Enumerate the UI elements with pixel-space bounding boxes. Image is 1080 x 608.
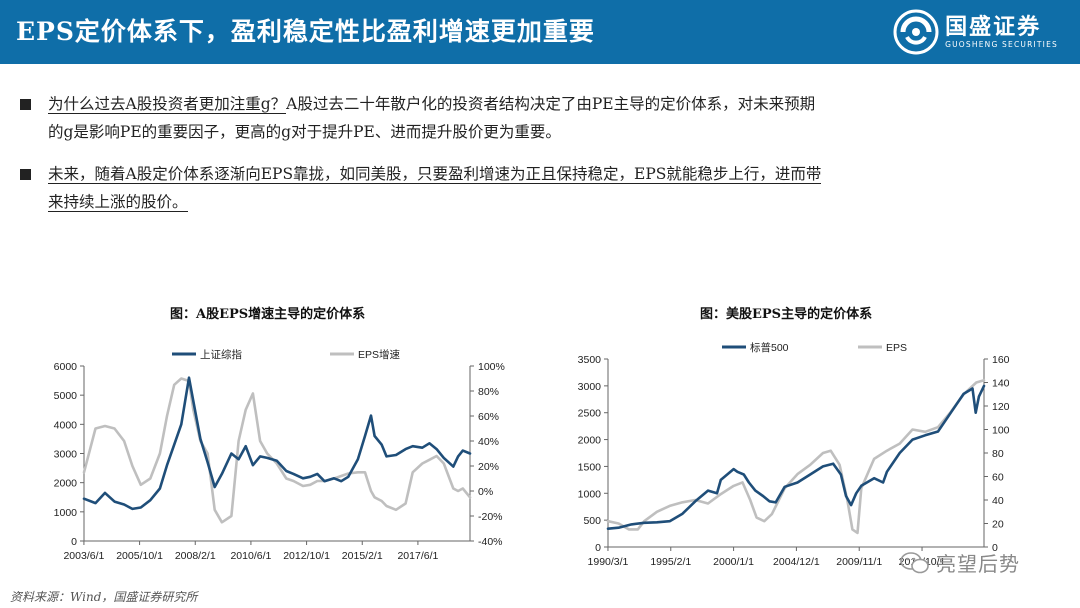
chart2-x-tick-label: 2009/11/1 bbox=[836, 556, 882, 568]
bullet-1-question: 为什么过去A股投资者更加注重g？ bbox=[48, 95, 287, 114]
logo-name: 国盛证券 bbox=[945, 14, 1042, 40]
chart-us-stock: 0 500 1000 1500 2000 2500 3000 3500 0 20 40 60 80 100… bbox=[578, 341, 1010, 568]
page-title: EPS定价体系下，盈利稳定性比盈利增速更加重要 bbox=[16, 17, 595, 46]
chart1-right-tick-label: -20% bbox=[478, 511, 503, 523]
chart1-left-tick-label: 2000 bbox=[54, 478, 78, 490]
chart2-right-tick-label: 100 bbox=[992, 425, 1010, 437]
chart2-left-tick-label: 2500 bbox=[578, 408, 602, 420]
chart1-right-tick-label: 100% bbox=[478, 361, 505, 373]
chart1-x-tick-label: 2017/6/1 bbox=[397, 550, 438, 562]
bullet-2-text-cont: 来持续上涨的股价。 bbox=[48, 193, 188, 212]
chart2-right-tick-label: 0 bbox=[992, 542, 998, 554]
chart1-right-tick-label: -40% bbox=[478, 536, 503, 548]
chart1-right-tick-label: 40% bbox=[478, 436, 499, 448]
chart2-right-tick-label: 40 bbox=[992, 495, 1004, 507]
chart1-left-tick-label: 4000 bbox=[54, 419, 78, 431]
chart-a-share: 0 1000 2000 3000 4000 5000 6000 -40% -20% 0% 20% 40… bbox=[54, 348, 505, 562]
watermark: 亮望后势 bbox=[900, 548, 1020, 577]
chart1-legend-label: EPS增速 bbox=[358, 348, 401, 361]
chart2-left-tick-label: 1500 bbox=[578, 461, 602, 473]
bullet-2: 未来，随着A股定价体系逐渐向EPS靠拢，如同美股，只要盈利增速为正且保持稳定，E… bbox=[20, 160, 1050, 216]
bullet-square-icon bbox=[20, 169, 31, 180]
chart1-right-tick-label: 60% bbox=[478, 411, 499, 423]
chart1-left-tick-label: 5000 bbox=[54, 390, 78, 402]
chart1-left-tick-label: 6000 bbox=[54, 361, 78, 373]
chart2-x-tick-label: 1995/2/1 bbox=[650, 556, 691, 568]
chart-1-title: 图：A股EPS增速主导的定价体系 bbox=[170, 307, 366, 322]
watermark-text: 亮望后势 bbox=[936, 552, 1020, 576]
chart2-left-tick-label: 1000 bbox=[578, 488, 602, 500]
chart2-legend-label: 标普500 bbox=[750, 341, 789, 354]
chart2-right-tick-label: 80 bbox=[992, 448, 1004, 460]
chart2-series-line bbox=[606, 378, 986, 535]
chart2-right-tick-label: 160 bbox=[992, 354, 1010, 366]
chart1-series-line bbox=[82, 376, 472, 511]
chart1-left-tick-label: 3000 bbox=[54, 449, 78, 461]
chart2-right-tick-label: 120 bbox=[992, 401, 1010, 413]
source-note: 资料来源：Wind，国盛证券研究所 bbox=[10, 590, 198, 604]
wechat-icon bbox=[900, 551, 929, 573]
chart2-left-tick-label: 3000 bbox=[578, 381, 602, 393]
chart1-x-tick-label: 2015/2/1 bbox=[342, 550, 383, 562]
chart1-x-tick-label: 2008/2/1 bbox=[175, 550, 216, 562]
company-logo: 国盛证券 GUOSHENG SECURITIES bbox=[893, 7, 1058, 57]
chart2-x-tick-label: 1990/3/1 bbox=[588, 556, 629, 568]
chart1-right-tick-label: 20% bbox=[478, 461, 499, 473]
chart1-left-tick-label: 0 bbox=[71, 536, 77, 548]
chart2-right-tick-label: 140 bbox=[992, 378, 1010, 390]
chart1-x-tick-label: 2003/6/1 bbox=[63, 550, 104, 562]
bullet-1-text-cont: 的g是影响PE的重要因子，更高的g对于提升PE、进而提升股价更为重要。 bbox=[48, 123, 561, 141]
chart2-left-tick-label: 500 bbox=[583, 515, 601, 527]
chart2-left-tick-label: 2000 bbox=[578, 435, 602, 447]
chart2-right-tick-label: 60 bbox=[992, 472, 1004, 484]
chart1-series-line bbox=[82, 377, 472, 524]
logo-mark-icon bbox=[893, 9, 939, 55]
chart2-x-tick-label: 2000/1/1 bbox=[713, 556, 754, 568]
title-bar: EPS定价体系下，盈利稳定性比盈利增速更加重要 国盛证券 GUOSHENG SE… bbox=[0, 0, 1080, 64]
chart1-x-tick-label: 2012/10/1 bbox=[283, 550, 330, 562]
chart2-legend-label: EPS bbox=[886, 342, 907, 354]
chart1-x-tick-label: 2010/6/1 bbox=[230, 550, 271, 562]
chart1-x-tick-label: 2005/10/1 bbox=[116, 550, 163, 562]
chart2-right-tick-label: 20 bbox=[992, 519, 1004, 531]
chart-2-title: 图：美股EPS主导的定价体系 bbox=[700, 307, 873, 322]
chart1-left-tick-label: 1000 bbox=[54, 507, 78, 519]
chart1-right-tick-label: 0% bbox=[478, 486, 493, 498]
bullet-2-text: 未来，随着A股定价体系逐渐向EPS靠拢，如同美股，只要盈利增速为正且保持稳定，E… bbox=[48, 165, 822, 184]
bullet-1-text: A股过去二十年散户化的投资者结构决定了由PE主导的定价体系，对未来预期 bbox=[286, 95, 816, 113]
logo-english: GUOSHENG SECURITIES bbox=[945, 39, 1058, 49]
bullet-1: 为什么过去A股投资者更加注重g？A股过去二十年散户化的投资者结构决定了由PE主导… bbox=[20, 90, 1050, 146]
chart1-legend-label: 上证综指 bbox=[200, 348, 242, 361]
chart2-left-tick-label: 3500 bbox=[578, 354, 602, 366]
chart2-series-line bbox=[606, 384, 986, 530]
bullet-square-icon bbox=[20, 99, 31, 110]
chart1-right-tick-label: 80% bbox=[478, 386, 499, 398]
chart2-left-tick-label: 0 bbox=[595, 542, 601, 554]
chart2-x-tick-label: 2004/12/1 bbox=[773, 556, 820, 568]
